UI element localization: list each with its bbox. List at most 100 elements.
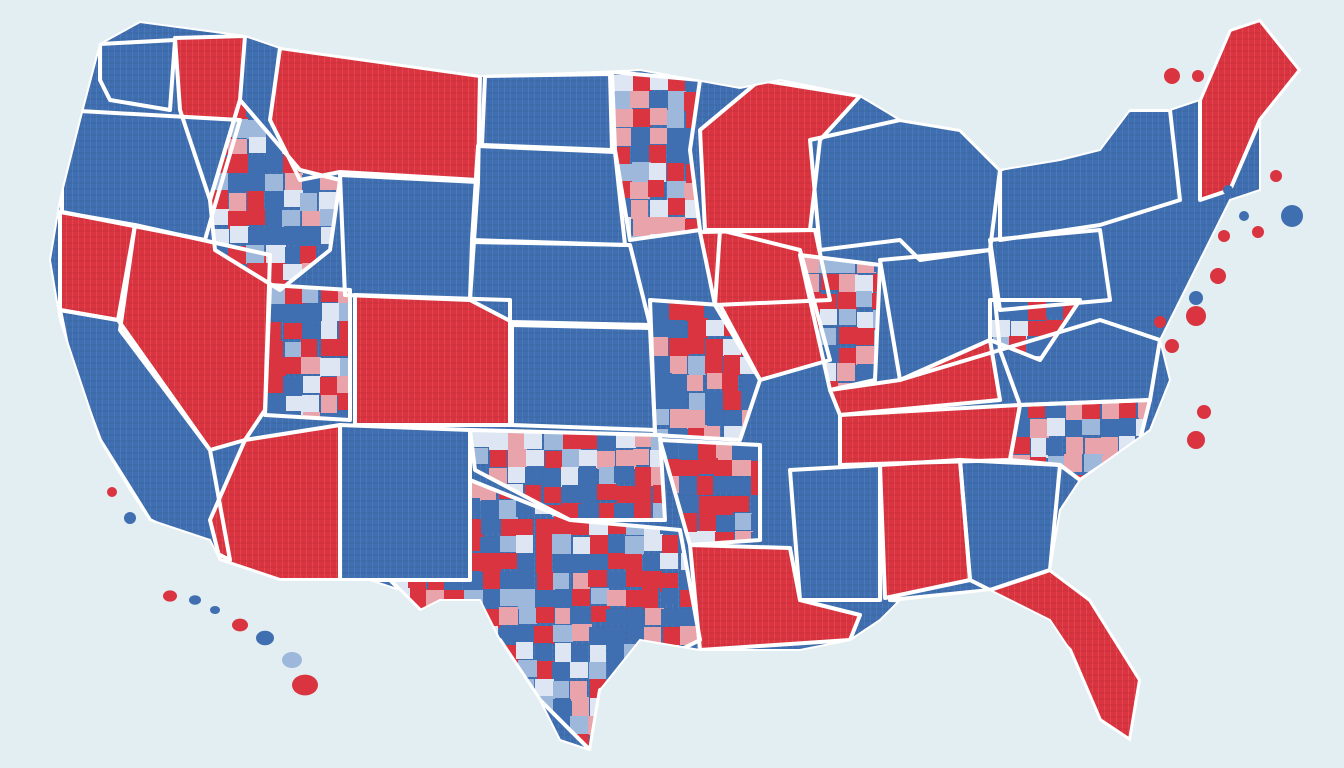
coastal-dot: [1197, 405, 1211, 419]
county-cell: [698, 715, 700, 733]
county-cell: [555, 589, 572, 607]
state-georgia: [960, 460, 1060, 590]
island-4: [232, 618, 248, 632]
county-cell: [607, 590, 626, 606]
coastal-dot: [1210, 268, 1226, 284]
county-cell: [393, 645, 411, 661]
county-cell: [1082, 401, 1100, 419]
county-cell: [580, 432, 599, 449]
county-cell: [285, 247, 303, 265]
coastal-dot: [1239, 211, 1249, 221]
county-cell: [444, 590, 464, 607]
county-cell: [481, 517, 499, 533]
county-cell: [724, 426, 743, 440]
county-cell: [597, 451, 615, 469]
county-cell: [714, 476, 733, 493]
county-cell: [465, 680, 481, 697]
county-cell: [662, 717, 681, 735]
county-cell: [627, 678, 647, 698]
county-cell: [857, 312, 874, 328]
state-nebraska: [470, 242, 650, 325]
state-michigan: [810, 120, 1000, 260]
county-cell: [552, 662, 572, 682]
county-cell: [653, 356, 670, 373]
county-cell: [1047, 418, 1065, 436]
county-cell: [409, 679, 429, 695]
county-cell: [649, 92, 667, 112]
county-cell: [462, 716, 480, 736]
coastal-dot: [1164, 68, 1180, 84]
county-cell: [429, 698, 445, 714]
coastal-dot: [1270, 170, 1282, 182]
county-cell: [302, 304, 320, 322]
county-cell: [321, 321, 337, 339]
county-cell: [679, 476, 697, 495]
county-cell: [249, 137, 267, 153]
county-cell: [614, 75, 633, 92]
county-cell: [578, 504, 598, 520]
county-cell: [679, 460, 699, 477]
county-cell: [266, 154, 284, 171]
county-cell: [616, 450, 636, 469]
county-cell: [483, 698, 500, 718]
county-cell: [320, 358, 340, 376]
county-cell: [483, 644, 501, 661]
county-cell: [724, 411, 744, 427]
county-cell: [626, 590, 645, 609]
county-cell: [599, 503, 617, 520]
county-cell: [427, 715, 443, 735]
county-cell: [490, 450, 507, 467]
island-5: [256, 630, 274, 646]
border-west-virginia: [988, 298, 1082, 362]
county-cell: [266, 341, 283, 360]
county-cell: [537, 661, 554, 679]
county-cell: [751, 440, 760, 459]
coastal-dot: [1252, 226, 1264, 238]
county-cell: [340, 358, 350, 376]
county-cell: [391, 715, 409, 732]
county-cell: [645, 608, 664, 625]
county-cell: [303, 376, 321, 393]
county-cell: [284, 377, 303, 397]
county-cell: [265, 174, 283, 191]
county-cell: [634, 487, 651, 506]
county-cell: [572, 589, 590, 606]
state-new-york: [1000, 110, 1180, 240]
county-cell: [1066, 403, 1083, 421]
county-cell: [321, 413, 340, 420]
border-indiana: [798, 253, 882, 392]
county-cell: [597, 433, 615, 450]
county-cell: [732, 496, 749, 512]
county-cell: [267, 227, 285, 244]
county-cell: [445, 644, 464, 660]
county-cell: [545, 451, 562, 470]
county-cell: [839, 348, 857, 365]
county-cell: [662, 645, 681, 661]
county-cell: [650, 108, 667, 125]
state-tennessee: [840, 405, 1020, 465]
county-cell: [697, 476, 713, 495]
county-cell: [570, 681, 587, 701]
state-new-mexico: [340, 425, 470, 580]
county-cell: [554, 555, 574, 574]
state-washington: [100, 40, 175, 110]
county-cell: [680, 697, 697, 714]
county-cell: [501, 553, 517, 569]
county-cell: [339, 340, 350, 356]
county-cell: [302, 395, 319, 414]
county-cell: [642, 571, 662, 588]
county-cell: [589, 627, 607, 646]
county-cell: [699, 458, 718, 474]
county-cell: [408, 697, 426, 714]
county-cell: [508, 451, 527, 467]
county-cell: [661, 609, 678, 625]
county-cell: [615, 91, 632, 111]
county-cell: [572, 645, 588, 664]
county-cell: [606, 733, 626, 750]
county-cell: [562, 485, 580, 502]
county-cell: [751, 461, 760, 479]
county-cell: [268, 394, 288, 413]
county-cell: [411, 661, 429, 681]
county-cell: [752, 496, 760, 513]
county-cell: [500, 572, 516, 589]
